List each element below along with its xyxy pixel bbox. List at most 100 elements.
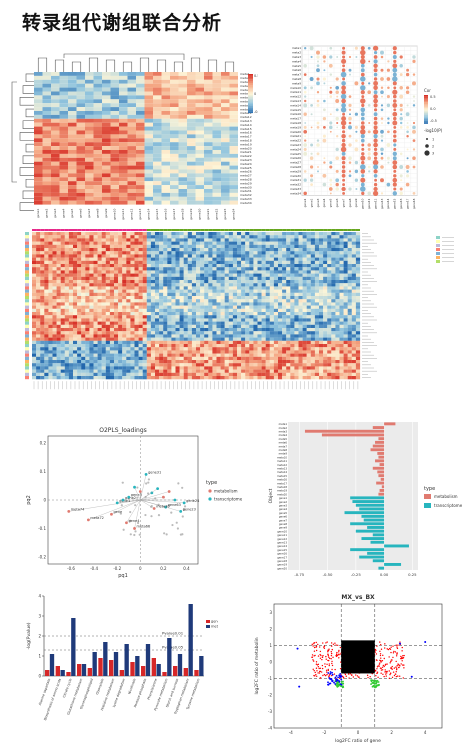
cluster-cell [253, 277, 257, 280]
cluster-cell [130, 274, 134, 277]
cluster-cell [69, 280, 73, 283]
cluster-cell [155, 338, 159, 341]
cluster-cell [155, 322, 159, 325]
cluster-cell [176, 341, 180, 344]
cluster-cell [135, 238, 139, 241]
cluster-cell [323, 366, 327, 369]
bubble-point [400, 104, 403, 107]
cluster-cell [225, 245, 229, 248]
cluster-cell [40, 325, 44, 328]
cluster-cell [102, 290, 106, 293]
heatmap-cell [111, 99, 120, 103]
cluster-cell [241, 251, 245, 254]
cluster-cell [53, 328, 57, 331]
cluster-cell [167, 232, 171, 235]
cluster-cell [65, 254, 69, 257]
bubble-point [341, 90, 346, 95]
cluster-cell [114, 354, 118, 357]
cluster-cell [151, 373, 155, 376]
cluster-cell [237, 235, 241, 238]
cluster-cell [290, 331, 294, 334]
cluster-cell [114, 331, 118, 334]
cluster-cell [253, 306, 257, 309]
cluster-cell [237, 290, 241, 293]
cluster-cell [221, 238, 225, 241]
cluster-cell [44, 293, 48, 296]
cluster-cell [94, 261, 98, 264]
cluster-cell [262, 325, 266, 328]
cluster-cell [344, 235, 348, 238]
heatmap-cell [119, 170, 128, 174]
cluster-cell [77, 354, 81, 357]
cluster-cell [335, 309, 339, 312]
bubble-point [393, 148, 396, 151]
cluster-cell [233, 334, 237, 337]
column-label: gene9 [104, 209, 108, 218]
legend-tick: 0.0 [430, 107, 436, 111]
cluster-cell [274, 338, 278, 341]
cluster-cell [114, 302, 118, 305]
heatmap-cell [145, 84, 154, 88]
bubble-point [374, 68, 378, 72]
cluster-cell [188, 360, 192, 363]
bubble-point [360, 178, 365, 183]
cluster-cell [192, 296, 196, 299]
bubble-point [361, 112, 365, 116]
heatmap-cell [136, 189, 145, 193]
cluster-cell [249, 344, 253, 347]
bubble-point [393, 55, 397, 59]
cluster-cell [331, 363, 335, 366]
cluster-cell [106, 338, 110, 341]
cluster-cell [262, 299, 266, 302]
cluster-cell [61, 373, 65, 376]
bubble-point [400, 108, 403, 111]
heatmap-cell [162, 154, 171, 158]
heatmap-cell [102, 150, 111, 154]
cluster-cell [98, 357, 102, 360]
cluster-cell [69, 274, 73, 277]
heatmap-cell [136, 115, 145, 119]
cluster-cell [130, 302, 134, 305]
cluster-cell [299, 318, 303, 321]
bubble-point [317, 152, 320, 155]
legend-swatch [424, 118, 428, 119]
cluster-cell [335, 258, 339, 261]
cluster-cell [77, 261, 81, 264]
cluster-cell [163, 341, 167, 344]
bubble-point [393, 135, 396, 138]
cluster-cell [221, 245, 225, 248]
cluster-cell [65, 238, 69, 241]
cluster-cell [327, 296, 331, 299]
cluster-cell [147, 299, 151, 302]
cluster-cell [258, 277, 262, 280]
cluster-cell [94, 232, 98, 235]
cluster-cell [44, 338, 48, 341]
bubble-point [355, 113, 358, 116]
cluster-cell [258, 290, 262, 293]
bubble-point [341, 81, 346, 86]
cluster-cell [286, 267, 290, 270]
heatmap-cell [60, 88, 69, 92]
cluster-cell [327, 357, 331, 360]
cluster-cell [356, 354, 360, 357]
heatmap-cell [136, 88, 145, 92]
cluster-cell [81, 302, 85, 305]
heatmap-cell [179, 92, 188, 96]
heatmap-cell [94, 193, 103, 197]
cluster-cell [184, 306, 188, 309]
cluster-cell [151, 280, 155, 283]
cluster-cell [225, 235, 229, 238]
cluster-cell [188, 341, 192, 344]
cluster-cell [282, 274, 286, 277]
cluster-cell [327, 306, 331, 309]
cluster-cell [32, 318, 36, 321]
heatmap-cell [34, 103, 43, 107]
cluster-cell [155, 242, 159, 245]
cluster-cell [192, 242, 196, 245]
bubble-point [413, 95, 415, 97]
cluster-cell [163, 277, 167, 280]
heatmap-cell [102, 95, 111, 99]
cluster-cell [65, 267, 69, 270]
cluster-cell [348, 331, 352, 334]
cluster-cell [102, 293, 106, 296]
